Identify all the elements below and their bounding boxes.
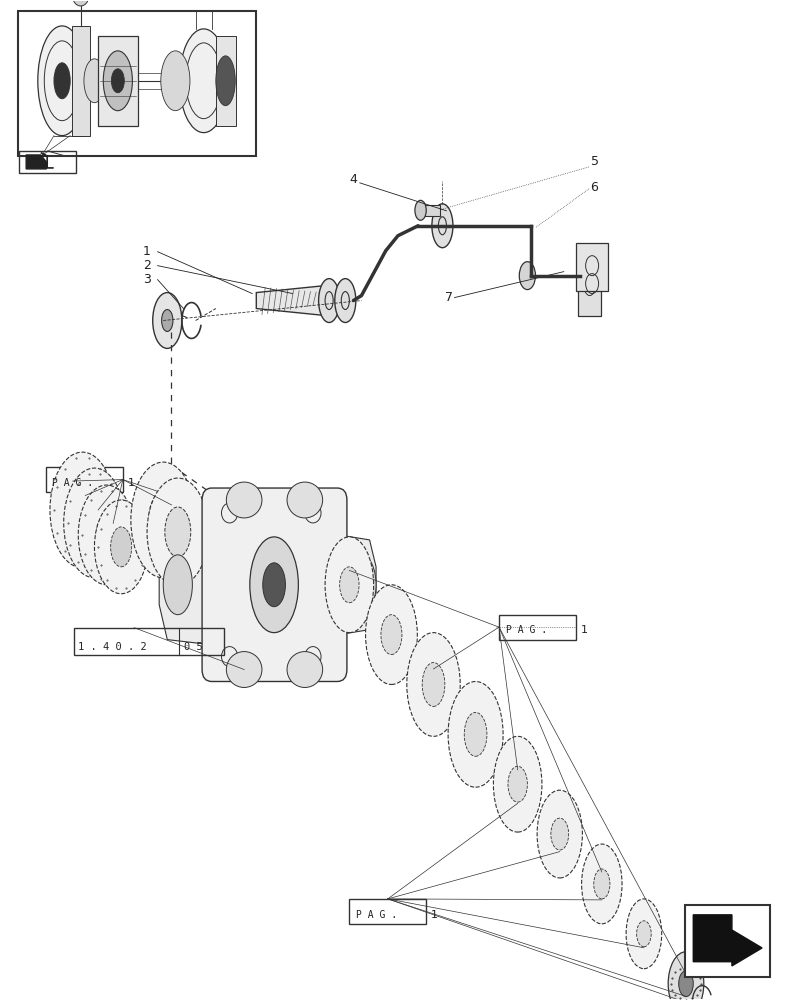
Ellipse shape [678, 971, 693, 997]
Bar [499, 615, 575, 640]
Ellipse shape [591, 262, 607, 290]
Ellipse shape [431, 204, 453, 248]
Bar [19, 151, 75, 173]
Ellipse shape [50, 452, 114, 568]
Ellipse shape [152, 293, 182, 348]
Text: 3: 3 [143, 273, 151, 286]
Ellipse shape [63, 468, 125, 578]
Polygon shape [159, 525, 210, 645]
Ellipse shape [318, 279, 339, 322]
Ellipse shape [464, 712, 487, 756]
Bar [575, 243, 607, 291]
Bar [422, 205, 440, 216]
Ellipse shape [339, 567, 358, 603]
Ellipse shape [448, 681, 503, 787]
Ellipse shape [111, 69, 124, 93]
Bar [349, 899, 426, 924]
Ellipse shape [519, 262, 534, 290]
Bar [71, 26, 89, 136]
Ellipse shape [581, 844, 621, 924]
Text: 1: 1 [580, 625, 587, 635]
Text: 5: 5 [590, 155, 598, 168]
Text: 1: 1 [143, 245, 151, 258]
Ellipse shape [324, 537, 373, 633]
Text: 6: 6 [590, 181, 598, 194]
Bar [46, 467, 122, 492]
Ellipse shape [78, 485, 135, 585]
Ellipse shape [346, 555, 375, 615]
Bar [684, 905, 769, 977]
Ellipse shape [406, 633, 460, 736]
Ellipse shape [148, 492, 178, 548]
Bar [577, 261, 600, 316]
Ellipse shape [131, 462, 195, 578]
Ellipse shape [83, 501, 105, 545]
Ellipse shape [493, 736, 541, 832]
Ellipse shape [422, 663, 444, 706]
Ellipse shape [287, 482, 322, 518]
Ellipse shape [69, 486, 95, 534]
Ellipse shape [508, 766, 526, 802]
Text: P A G .: P A G . [52, 478, 93, 488]
Ellipse shape [536, 790, 581, 878]
Ellipse shape [250, 537, 298, 633]
Bar [216, 36, 236, 126]
Ellipse shape [110, 527, 131, 567]
Bar [74, 628, 224, 655]
FancyBboxPatch shape [202, 488, 346, 681]
Text: 0 5: 0 5 [183, 642, 203, 652]
Text: 1: 1 [431, 910, 438, 920]
Text: P A G .: P A G . [505, 625, 546, 635]
Ellipse shape [84, 59, 105, 103]
Ellipse shape [636, 921, 650, 947]
Ellipse shape [103, 51, 132, 111]
Ellipse shape [263, 563, 285, 607]
Ellipse shape [163, 555, 192, 615]
Bar [97, 36, 138, 126]
Text: P A G .: P A G . [355, 910, 397, 920]
Polygon shape [338, 535, 375, 635]
Ellipse shape [226, 482, 262, 518]
Ellipse shape [94, 500, 148, 594]
Ellipse shape [179, 29, 228, 133]
Polygon shape [26, 155, 46, 169]
Ellipse shape [593, 869, 609, 899]
Ellipse shape [38, 26, 86, 136]
Ellipse shape [54, 63, 70, 99]
Text: 2: 2 [143, 259, 151, 272]
Ellipse shape [365, 585, 417, 684]
Ellipse shape [161, 51, 190, 111]
Text: 4: 4 [349, 173, 357, 186]
Polygon shape [256, 286, 324, 316]
Ellipse shape [147, 478, 208, 586]
Bar [18, 11, 256, 156]
Ellipse shape [667, 952, 703, 1000]
Ellipse shape [334, 279, 355, 322]
Ellipse shape [287, 652, 322, 687]
Ellipse shape [625, 899, 661, 969]
Ellipse shape [226, 652, 262, 687]
Ellipse shape [380, 615, 401, 655]
Ellipse shape [96, 515, 117, 555]
Ellipse shape [165, 507, 191, 557]
Text: 1: 1 [127, 478, 135, 488]
Text: 7: 7 [444, 291, 453, 304]
Ellipse shape [161, 310, 173, 331]
Polygon shape [693, 915, 761, 966]
Ellipse shape [72, 0, 88, 6]
Text: 1 . 4 0 . 2: 1 . 4 0 . 2 [78, 642, 147, 652]
Ellipse shape [216, 56, 235, 106]
Ellipse shape [550, 818, 568, 850]
Ellipse shape [414, 200, 426, 220]
